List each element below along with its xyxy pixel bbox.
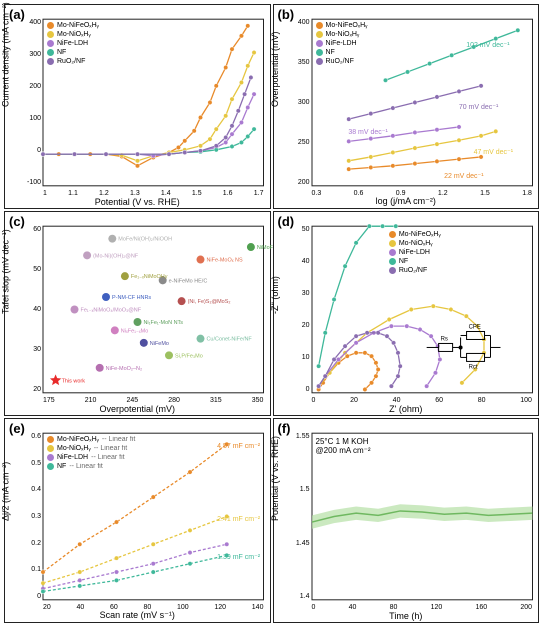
panel-label: (a)	[9, 7, 25, 22]
legend: Mo-NiFeOₓHᵧMo-NiOₓHᵧNiFe-LDHNFRuO₂/NF	[47, 21, 99, 66]
panel-label: (b)	[278, 7, 295, 22]
panel-e: (e) Δj/2 (mA cm⁻²) Scan rate (mV s⁻¹)20406…	[4, 418, 271, 623]
y-axis-label: Overpotential (mV)	[270, 31, 280, 107]
tafel-annotation: 102 mV dec⁻¹	[466, 41, 509, 49]
svg-text:Cu/Conet-NiFe/NF: Cu/Conet-NiFe/NF	[206, 337, 252, 343]
panel-a: (a)Current density (mA cm⁻²)Potential (V…	[4, 4, 271, 209]
legend: Mo-NiFeOₓHᵧ -- Linear fitMo-NiOₓHᵧ -- Li…	[47, 435, 135, 471]
svg-text:Rct: Rct	[468, 364, 477, 370]
panel-label: (f)	[278, 421, 291, 436]
svg-text:Fe₁₋ₓNiMoO₄/MoO₃@NF: Fe₁₋ₓNiMoO₄/MoO₃@NF	[80, 307, 141, 313]
svg-text:NiₓFe₁₋ₓMo: NiₓFe₁₋ₓMo	[121, 328, 148, 334]
y-axis-label: Δj/2 (mA cm⁻²)	[1, 461, 12, 520]
y-ticks: -1000100200300400	[27, 19, 41, 186]
svg-text:(Mo-Ni)(OH)₂@NF: (Mo-Ni)(OH)₂@NF	[93, 253, 139, 259]
x-ticks: 04080120160200	[312, 604, 533, 611]
svg-text:(Ni, Fe)S₂@MoS₂: (Ni, Fe)S₂@MoS₂	[188, 299, 231, 305]
svg-text:Si,P/Fe₃Mo: Si,P/Fe₃Mo	[175, 353, 203, 359]
legend: Mo-NiFeOₓHᵧMo-NiOₓHᵧNiFe-LDHNFRuO₂/NF	[389, 230, 441, 275]
y-ticks: 01020304050	[296, 226, 310, 393]
y-ticks: 00.10.20.30.40.50.6	[27, 433, 41, 600]
x-ticks: 175210245280315350	[43, 397, 264, 404]
svg-text:NiFe-MoO₂–N₂: NiFe-MoO₂–N₂	[106, 366, 142, 372]
condition-label: 25°C 1 M KOH@200 mA cm⁻²	[316, 437, 371, 455]
svg-text:MoFe/Ni(OH)₂/NiOOH: MoFe/Ni(OH)₂/NiOOH	[118, 237, 172, 243]
plot-area: This work NiFe-MoO₂–N₂ Si,P/Fe₃Mo NiFeMo Niₓ…	[43, 226, 264, 393]
y-ticks: 200250300350400	[296, 19, 310, 186]
svg-text:e-NiFeMo HE/C: e-NiFeMo HE/C	[169, 278, 208, 284]
plot-area	[312, 433, 533, 600]
x-ticks: 020406080100	[312, 397, 533, 404]
x-ticks: 11.11.21.31.41.51.61.7	[43, 190, 264, 197]
x-axis-label: Potential (V vs. RHE)	[95, 197, 180, 207]
tafel-annotation: 22 mV dec⁻¹	[444, 172, 484, 180]
fit-label: 1.39 mF cm⁻²	[217, 553, 260, 561]
svg-text:Fe₁₋ₓNiMoOHy: Fe₁₋ₓNiMoOHy	[131, 274, 168, 280]
tafel-annotation: 70 mV dec⁻¹	[459, 103, 499, 111]
x-axis-label: Time (h)	[389, 611, 422, 621]
panel-d: (d) -Z'' (ohm) Z' (ohm)0204060801000102030…	[273, 211, 540, 416]
x-axis-label: log (j/mA cm⁻²)	[376, 196, 436, 207]
y-ticks: 1.41.451.51.55	[296, 433, 310, 600]
y-axis-label: -Z'' (ohm)	[270, 276, 280, 314]
fit-label: 2.41 mF cm⁻²	[217, 515, 260, 523]
panel-label: (d)	[278, 214, 295, 229]
x-axis-label: Overpotential (mV)	[99, 404, 175, 414]
tafel-annotation: 38 mV dec⁻¹	[348, 128, 388, 136]
svg-text:This work: This work	[62, 378, 86, 384]
fit-label: 4.57 mF cm⁻²	[217, 442, 260, 450]
y-axis-label: Potential (V vs. RHE)	[270, 435, 280, 520]
panel-label: (e)	[9, 421, 25, 436]
svg-text:NiFe-MoOₓ NS: NiFe-MoOₓ NS	[206, 258, 242, 264]
panel-label: (c)	[9, 214, 25, 229]
figure-grid: (a)Current density (mA cm⁻²)Potential (V…	[0, 0, 543, 627]
panel-f: (f)Potential (V vs. RHE) Time (h)04080120…	[273, 418, 540, 623]
legend: Mo-NiFeOₓHᵧMo-NiOₓHᵧNiFe-LDHNFRuO₂/NF	[316, 21, 368, 66]
svg-text:Rs: Rs	[440, 336, 447, 342]
panel-c: (c)Tafel slop (mV dec⁻¹) Overpotential (m…	[4, 211, 271, 416]
tafel-annotation: 47 mV dec⁻¹	[474, 148, 514, 156]
x-ticks: 0.30.60.91.21.51.8	[312, 190, 533, 197]
x-axis-label: Z' (ohm)	[389, 404, 422, 414]
svg-text:P-NM-CF HNRs: P-NM-CF HNRs	[112, 295, 151, 301]
panel-b: (b) Overpotential (mV) log (j/mA cm⁻²)0.30…	[273, 4, 540, 209]
y-axis-label: Tafel slop (mV dec⁻¹)	[1, 229, 12, 314]
x-ticks: 20406080100120140	[43, 604, 264, 611]
x-axis-label: Scan rate (mV s⁻¹)	[100, 610, 175, 621]
svg-text:NiFeMo: NiFeMo	[150, 341, 169, 347]
svg-text:CPE: CPE	[468, 324, 480, 330]
svg-text:Ni₁Fe₁-MoN NTs: Ni₁Fe₁-MoN NTs	[143, 320, 183, 326]
y-ticks: 2030405060	[27, 226, 41, 393]
